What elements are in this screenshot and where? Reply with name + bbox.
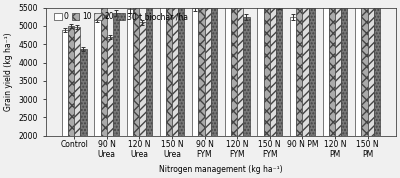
Bar [264,0,270,136]
Bar [100,0,107,136]
Bar [80,49,86,136]
Bar [374,0,380,136]
Bar [355,4,361,136]
Bar [368,0,374,136]
Bar [335,0,341,136]
Bar [302,0,308,136]
Bar [290,17,296,136]
Bar [231,0,237,136]
Bar [276,6,282,136]
Bar [296,0,302,136]
Bar [211,0,217,136]
Bar [74,27,80,136]
Bar [329,0,335,136]
Bar [237,4,243,136]
Bar [322,4,329,136]
Bar [62,30,68,136]
X-axis label: Nitrogen management (kg ha⁻¹): Nitrogen management (kg ha⁻¹) [159,165,283,174]
Bar [198,0,204,136]
Bar [160,0,166,136]
Bar [192,8,198,136]
Bar [178,0,184,136]
Bar [94,19,100,136]
Legend: 0, 10, 20, 30 t biochar /ha: 0, 10, 20, 30 t biochar /ha [53,12,189,22]
Bar [243,17,250,136]
Bar [225,0,231,136]
Bar [127,9,133,136]
Bar [341,0,347,136]
Bar [270,0,276,136]
Bar [172,4,178,136]
Bar [361,0,368,136]
Bar [107,37,113,136]
Y-axis label: Grain yield (kg ha⁻¹): Grain yield (kg ha⁻¹) [4,32,13,111]
Bar [113,13,119,136]
Bar [68,26,74,136]
Bar [166,0,172,136]
Bar [146,0,152,136]
Bar [139,22,146,136]
Bar [257,0,264,136]
Bar [133,0,139,136]
Bar [204,6,211,136]
Bar [308,0,315,136]
